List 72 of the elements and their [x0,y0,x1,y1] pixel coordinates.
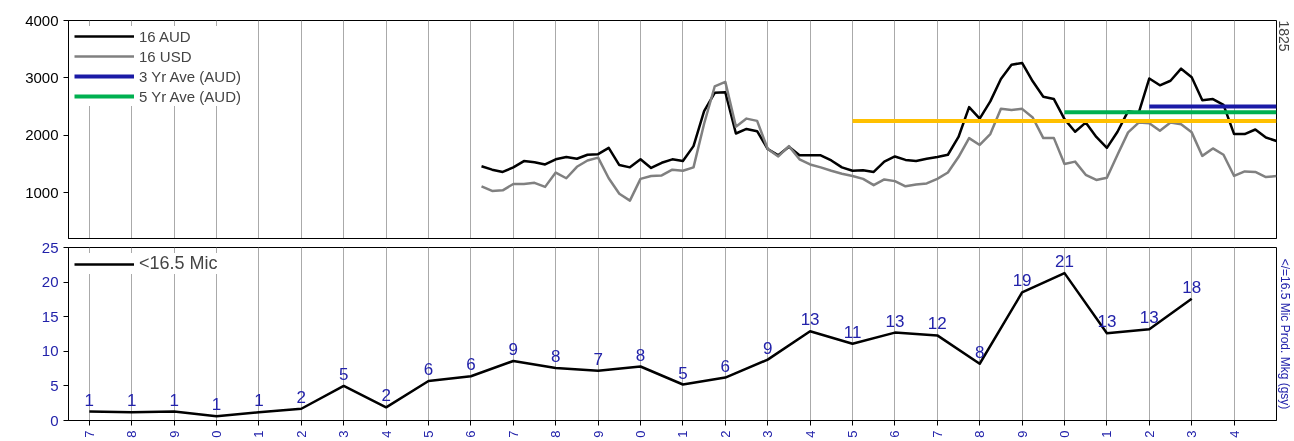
data-label: 13 [1097,312,1117,332]
x-tick-label: 8 [124,430,140,438]
x-tick-label: 3 [336,430,352,438]
legend-label: 16 AUD [139,27,191,45]
x-tick-label: 0 [633,430,649,438]
x-tick-label: 0 [209,430,225,438]
x-tick-label: 3 [760,430,776,438]
data-label: 8 [550,346,561,366]
data-label: 11 [843,322,862,342]
y-tick-label: 4000 [25,11,59,29]
data-label: 6 [720,356,731,376]
data-label: 8 [974,342,985,362]
legend-label: 16 USD [139,47,192,65]
y-tick-label: 2000 [25,126,59,144]
x-tick-label: 1 [251,430,267,438]
y-tick-label: 1000 [25,183,59,201]
x-tick-label: 7 [929,430,945,438]
y-tick-label: 3000 [25,68,59,86]
x-tick-label: 0 [1057,430,1072,438]
x-tick-label: 8 [548,430,564,438]
data-label: 6 [423,360,434,380]
y-tick-label: 15 [41,307,59,325]
x-tick-label: 9 [590,430,606,438]
x-tick-label: 2 [293,430,309,438]
x-tick-label: 7 [505,430,521,438]
data-label: 1 [169,390,179,410]
data-label: 19 [1012,271,1032,291]
x-tick-label: 2 [1141,430,1157,438]
data-label: 1 [211,395,222,415]
annotation: 1825 [1275,20,1292,52]
legend-label: 3 Yr Ave (AUD) [139,67,241,85]
x-tick-label: 5 [421,430,437,438]
data-label: 9 [508,339,519,359]
data-label: 7 [593,349,603,369]
data-label: 8 [635,345,646,365]
data-label: 21 [1055,252,1074,272]
legend-label: 5 Yr Ave (AUD) [139,87,241,105]
data-label: 1 [84,390,95,410]
data-label: 18 [1182,277,1202,297]
data-label: 1 [127,391,137,411]
data-label: 12 [927,314,947,334]
x-tick-label: 1 [675,430,691,438]
data-label: 9 [762,338,773,358]
x-tick-label: 1 [1099,430,1115,438]
x-tick-label: 4 [378,430,394,438]
x-tick-label: 4 [802,430,818,438]
x-tick-label: 7 [81,430,97,438]
data-label: 13 [885,311,905,331]
y2-axis-title: </=16.5 Mic Prod. Mkg (gsy) [1277,258,1292,410]
y-tick-label: 5 [50,376,59,394]
x-tick-label: 9 [166,430,182,438]
x-tick-label: 6 [887,430,903,438]
x-tick-label: 6 [463,430,479,438]
x-tick-label: 9 [1014,430,1030,438]
y-tick-label: 10 [41,342,59,360]
data-label: 1 [254,391,264,411]
x-tick-label: 3 [1184,430,1200,438]
y-tick-label: 25 [41,238,59,256]
data-label: 2 [381,386,391,406]
line-series [480,80,1277,202]
data-label: 2 [296,387,307,407]
data-label: 5 [678,363,688,383]
x-tick-label: 4 [1226,430,1242,438]
legend-label: <16.5 Mic [139,253,218,274]
data-label: 5 [338,364,349,384]
data-label: 13 [1139,308,1159,328]
x-tick-label: 8 [972,430,988,438]
x-tick-label: 5 [845,430,861,438]
y-tick-label: 20 [41,273,59,291]
data-label: 13 [800,310,820,330]
data-label: 6 [466,355,476,375]
x-tick-label: 2 [717,430,733,438]
